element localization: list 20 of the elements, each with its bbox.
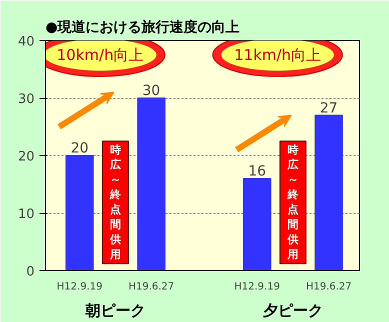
x-tick-label: H19.6.27 [306, 282, 352, 292]
data-label: 30 [142, 83, 160, 99]
y-tick-label: 20 [18, 150, 35, 164]
y-tick-label: 30 [18, 92, 35, 107]
chart-title: ●現道における旅行速度の向上 [46, 18, 240, 36]
y-tick-label: 0 [26, 264, 35, 280]
data-label: 20 [70, 140, 89, 156]
y-tick-label: 40 [18, 34, 35, 50]
annotation: 時広～終点間供用 [108, 143, 122, 261]
x-tick-label: H12.9.19 [234, 282, 280, 292]
x-tick-label: H12.9.19 [56, 282, 102, 292]
text: 朝ピーク [84, 302, 146, 320]
annotation: 10km/h向上 [56, 46, 144, 64]
text: 夕ピーク [262, 302, 323, 320]
y-tick-label: 10 [18, 207, 35, 222]
x-tick-label: H19.6.27 [128, 282, 174, 292]
data-label: 16 [248, 164, 266, 180]
annotation: 11km/h向上 [234, 46, 322, 64]
data-label: 27 [320, 100, 338, 116]
annotation: 時広～終点間供用 [286, 143, 300, 261]
